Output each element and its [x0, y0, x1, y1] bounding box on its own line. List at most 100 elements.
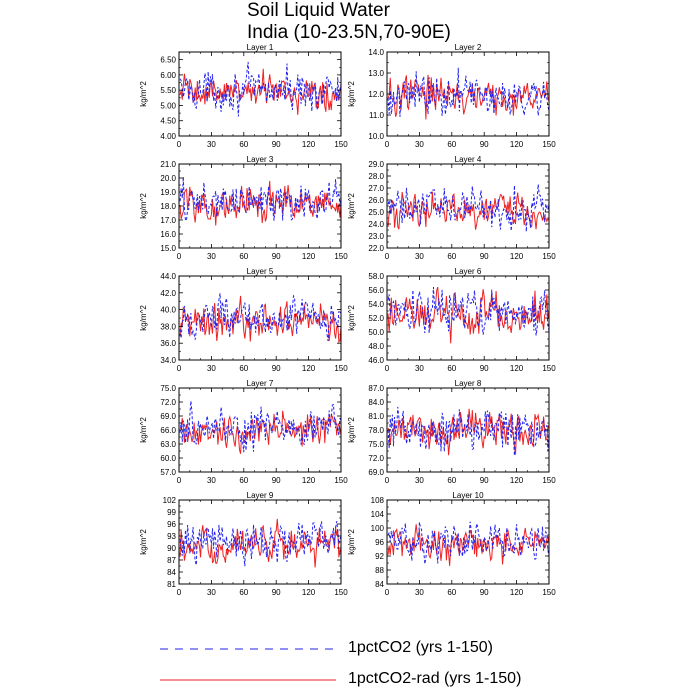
y-tick-label: 27.0 [368, 184, 384, 193]
x-tick-label: 120 [302, 476, 316, 485]
x-tick-label: 150 [334, 252, 348, 261]
x-tick-label: 60 [239, 140, 248, 149]
x-tick-label: 120 [302, 140, 316, 149]
panel-title: Layer 7 [247, 379, 274, 388]
y-tick-label: 48.0 [368, 342, 384, 351]
x-tick-label: 60 [447, 364, 456, 373]
x-tick-label: 60 [447, 140, 456, 149]
x-tick-label: 150 [542, 588, 556, 597]
x-tick-label: 150 [334, 140, 348, 149]
y-tick-label: 100 [371, 524, 385, 533]
x-tick-label: 60 [447, 588, 456, 597]
x-tick-label: 30 [207, 252, 216, 261]
x-tick-label: 150 [334, 364, 348, 373]
panel-layer-10: Layer 10 kg/m^2 0 30 60 90 120 150 84 88 92 96 100 10… [347, 491, 556, 597]
x-tick-label: 0 [177, 588, 182, 597]
y-tick-label: 44.0 [160, 272, 176, 281]
x-tick-label: 0 [385, 476, 390, 485]
plot-frame [178, 51, 342, 137]
y-tick-label: 10.0 [368, 132, 384, 141]
x-tick-label: 90 [480, 588, 489, 597]
panel-title: Layer 8 [455, 379, 482, 388]
x-tick-label: 120 [302, 588, 316, 597]
y-axis-label: kg/m^2 [139, 305, 148, 331]
x-tick-label: 90 [272, 140, 281, 149]
y-tick-label: 75.0 [160, 384, 176, 393]
y-tick-label: 88 [375, 566, 384, 575]
plot-frame [386, 163, 550, 249]
y-tick-label: 4.00 [160, 132, 176, 141]
y-tick-label: 4.50 [160, 117, 176, 126]
x-tick-label: 60 [239, 252, 248, 261]
y-tick-label: 5.00 [160, 101, 176, 110]
y-tick-label: 17.0 [160, 216, 176, 225]
y-tick-label: 52.0 [368, 314, 384, 323]
x-tick-label: 90 [272, 588, 281, 597]
x-tick-label: 30 [415, 140, 424, 149]
y-tick-label: 18.0 [160, 202, 176, 211]
y-tick-label: 84 [375, 580, 384, 589]
y-tick-label: 104 [371, 510, 385, 519]
y-tick-label: 34.0 [160, 356, 176, 365]
x-tick-label: 90 [480, 364, 489, 373]
y-tick-label: 14.0 [368, 48, 384, 57]
series-line-1pctco2 [387, 184, 550, 232]
y-tick-label: 40.0 [160, 306, 176, 315]
x-tick-label: 0 [177, 252, 182, 261]
figure-title: Soil Liquid Water [247, 0, 390, 21]
series-line-1pctco2 [387, 521, 550, 565]
series-line-1pctco2-rad [387, 74, 550, 120]
series-line-1pctco2-rad [387, 524, 550, 566]
x-tick-label: 0 [177, 140, 182, 149]
panel-layer-9: Layer 9 kg/m^2 0 30 60 90 120 150 81 84 87 90 93 96 99… [139, 491, 348, 597]
x-tick-label: 120 [302, 364, 316, 373]
y-tick-label: 58.0 [368, 272, 384, 281]
x-tick-label: 90 [480, 140, 489, 149]
series-line-1pctco2 [387, 287, 550, 336]
panel-layer-8: Layer 8 kg/m^2 0 30 60 90 120 150 69.0 72.0 75.0 78… [347, 379, 556, 485]
y-tick-label: 81 [167, 580, 176, 589]
x-tick-label: 0 [385, 252, 390, 261]
y-axis-label: kg/m^2 [347, 81, 356, 107]
x-tick-label: 60 [239, 588, 248, 597]
y-tick-label: 57.0 [160, 468, 176, 477]
series-line-1pctco2 [179, 521, 342, 567]
x-tick-label: 150 [542, 140, 556, 149]
y-tick-label: 84 [167, 568, 176, 577]
y-tick-label: 72.0 [368, 454, 384, 463]
y-tick-label: 72.0 [160, 398, 176, 407]
y-tick-label: 81.0 [368, 412, 384, 421]
x-tick-label: 90 [480, 252, 489, 261]
y-tick-label: 96 [375, 538, 384, 547]
y-tick-label: 90 [167, 544, 176, 553]
y-tick-label: 63.0 [160, 440, 176, 449]
y-tick-label: 15.0 [160, 244, 176, 253]
y-tick-label: 46.0 [368, 356, 384, 365]
series-line-1pctco2 [179, 176, 342, 223]
x-tick-label: 0 [385, 140, 390, 149]
y-tick-label: 99 [167, 508, 176, 517]
x-tick-label: 150 [334, 476, 348, 485]
panel-title: Layer 10 [452, 491, 484, 500]
y-tick-label: 12.0 [368, 90, 384, 99]
series-line-1pctco2 [387, 406, 550, 456]
x-tick-label: 30 [207, 476, 216, 485]
panel-title: Layer 4 [455, 155, 482, 164]
x-tick-label: 150 [542, 252, 556, 261]
y-tick-label: 28.0 [368, 172, 384, 181]
panel-layer-2: Layer 2 kg/m^2 0 30 60 90 120 150 10.0 11.0 12.0 13… [347, 43, 556, 149]
y-tick-label: 66.0 [160, 426, 176, 435]
y-tick-label: 6.50 [160, 56, 176, 65]
y-tick-label: 20.0 [160, 174, 176, 183]
x-tick-label: 150 [334, 588, 348, 597]
x-tick-label: 30 [207, 140, 216, 149]
panel-layer-4: Layer 4 kg/m^2 0 30 60 90 120 150 22.0 23.0 24.0 25… [347, 155, 556, 261]
y-tick-label: 42.0 [160, 289, 176, 298]
y-tick-label: 69.0 [160, 412, 176, 421]
x-tick-label: 60 [447, 476, 456, 485]
y-tick-label: 38.0 [160, 322, 176, 331]
x-tick-label: 30 [415, 588, 424, 597]
series-line-1pctco2 [179, 61, 342, 117]
y-axis-label: kg/m^2 [139, 193, 148, 219]
y-tick-label: 6.00 [160, 71, 176, 80]
